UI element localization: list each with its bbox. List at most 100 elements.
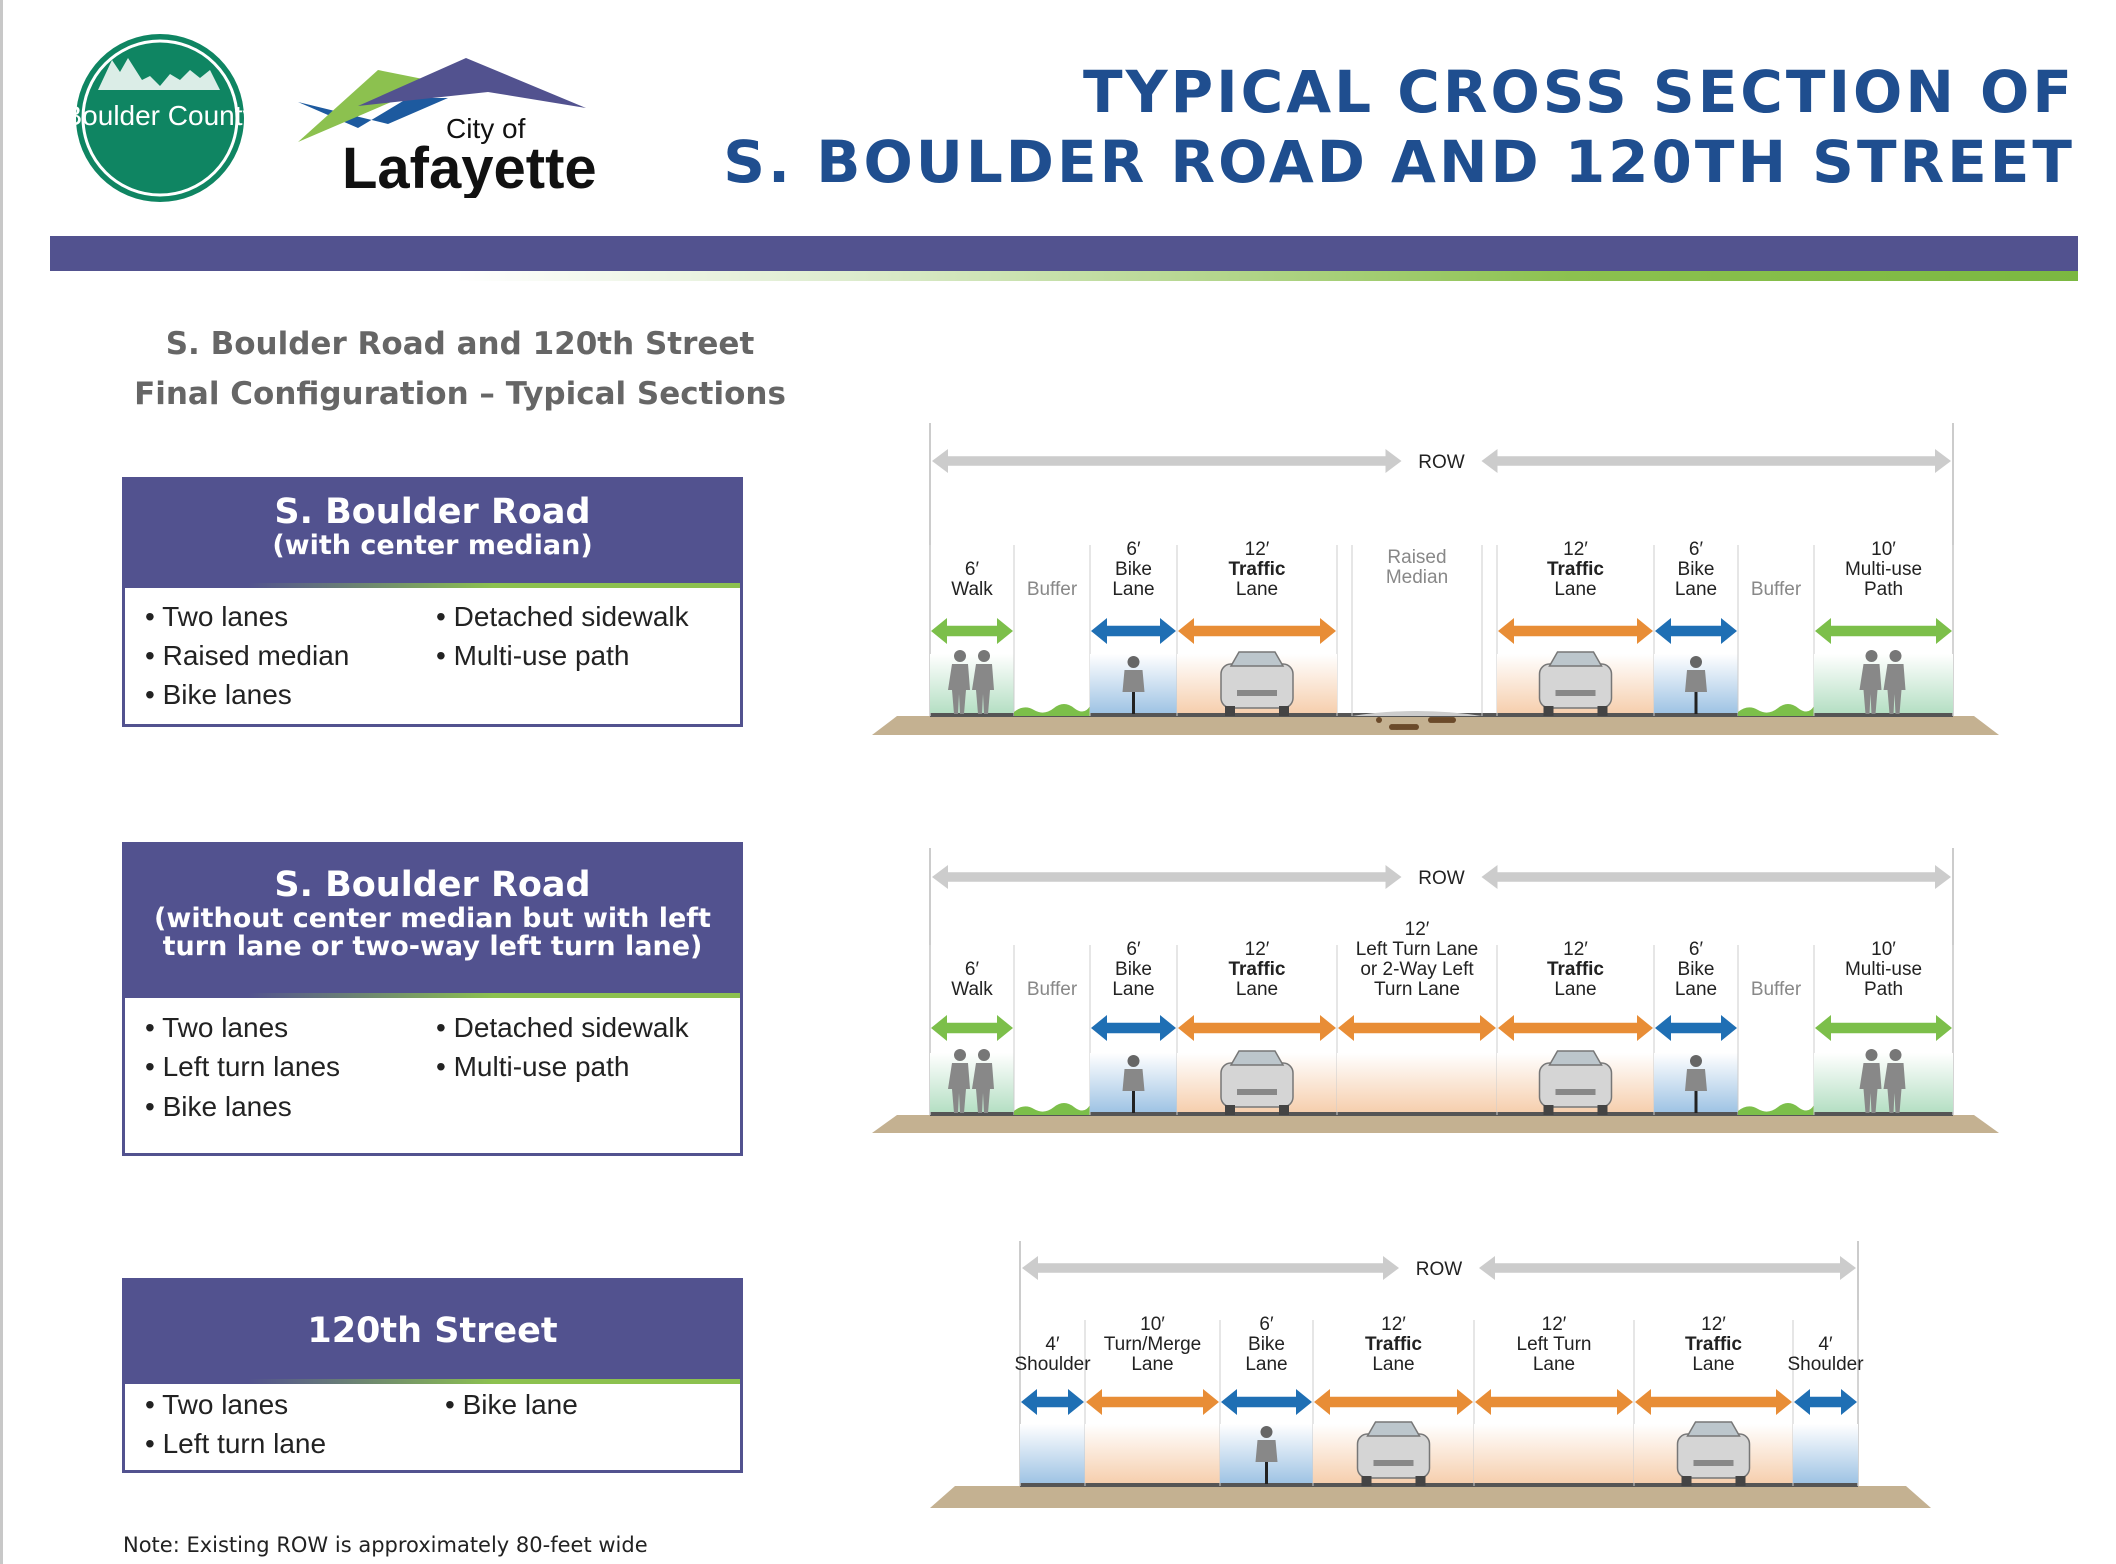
lane-name-label: Traffic	[1547, 959, 1604, 980]
cyclist-body	[1255, 1440, 1278, 1462]
subtitle-line2: Final Configuration – Typical Sections	[134, 376, 786, 412]
lane-buffer: Buffer	[1737, 945, 1815, 1115]
lane-width-label: 6′	[1689, 539, 1704, 560]
lane-width-arrow	[1021, 1389, 1084, 1415]
lane-fill	[1020, 1424, 1085, 1483]
lane-name-label: Traffic	[1228, 559, 1285, 580]
pedestrian-head	[978, 1049, 990, 1061]
cyclist-head	[1690, 1055, 1702, 1067]
car-wheel	[1225, 1105, 1235, 1115]
pedestrian-body	[1859, 1063, 1882, 1113]
lane-name-label: Lane	[1131, 1354, 1173, 1375]
car-body	[1356, 1433, 1431, 1479]
lane-name-label: Path	[1864, 979, 1903, 1000]
row-note: Note: Existing ROW is approximately 80-f…	[123, 1533, 648, 1557]
lane-name-label: Lane	[1112, 979, 1154, 1000]
lane-fill	[930, 654, 1014, 713]
car-wheel	[1735, 1476, 1746, 1486]
lane-width-label: 4′	[1818, 1334, 1833, 1355]
cyclist-head	[1690, 656, 1702, 668]
car-windshield	[1548, 651, 1603, 667]
cyclist-body	[1685, 1069, 1707, 1091]
lane-width-label: 6′	[965, 959, 980, 980]
ground	[872, 1115, 1999, 1133]
row-label: ROW	[1418, 452, 1465, 473]
median-top	[1352, 711, 1482, 716]
lane-walk: 6′Walk	[929, 945, 1015, 1115]
lane-fill	[1814, 1053, 1953, 1112]
car-windshield	[1366, 1421, 1421, 1437]
car-windshield	[1548, 1050, 1603, 1066]
lane-name-label: Multi-use	[1845, 959, 1922, 980]
box-subtitle: (without center median but with left	[154, 903, 711, 934]
lane-name-label: Lane	[1533, 1354, 1575, 1375]
lane-width-label: 12′	[1542, 1314, 1567, 1335]
bullet: • Multi-use path	[436, 1051, 630, 1082]
cyclist-body	[1685, 670, 1707, 692]
row-arrow-right	[1481, 865, 1951, 889]
ground	[930, 1486, 1931, 1508]
lane-fill	[1793, 1424, 1858, 1483]
pedestrian-body	[1883, 664, 1906, 714]
lafayette-logo: City of Lafayette	[298, 58, 597, 198]
bullet: • Detached sidewalk	[436, 1012, 689, 1043]
car-wheel	[1543, 706, 1554, 716]
lane-width-arrow	[1086, 1389, 1219, 1415]
bullet: • Two lanes	[145, 601, 289, 632]
lane-width-label: 10′	[1140, 1314, 1165, 1335]
lane-width-label: 6′	[1126, 539, 1141, 560]
lane-width-label: 12′	[1701, 1314, 1726, 1335]
car-wheel	[1543, 1105, 1554, 1115]
car-grille	[1373, 1460, 1414, 1466]
lane-name-label: Lane	[1245, 1354, 1287, 1375]
lane-width-label: 12′	[1563, 539, 1588, 560]
pedestrian-head	[978, 650, 990, 662]
lane-fill	[1474, 1424, 1634, 1483]
median-rock	[1428, 717, 1434, 723]
median-rock	[1376, 717, 1382, 723]
lane-shoulder: 4′Shoulder	[1014, 1320, 1091, 1486]
box-title: S. Boulder Road	[274, 492, 591, 532]
pedestrian-head	[1889, 650, 1902, 662]
grass	[1014, 704, 1090, 716]
lane-name-label: or 2-Way Left	[1360, 959, 1474, 980]
lane-fill	[1337, 1053, 1497, 1112]
car-wheel	[1681, 1476, 1692, 1486]
lane-width-label: 12′	[1245, 939, 1270, 960]
pedestrian-head	[954, 650, 966, 662]
page-edge	[0, 0, 3, 1564]
pedestrian-body	[972, 1063, 994, 1113]
lane-buffer: Buffer	[1013, 545, 1091, 716]
road-surface	[1020, 1483, 1858, 1487]
lane-name-label: Multi-use	[1845, 559, 1922, 580]
pedestrian-body	[972, 664, 994, 714]
row-arrow-left	[932, 449, 1402, 473]
lane-name-label: Traffic	[1547, 559, 1604, 580]
cyclist-body	[1122, 1069, 1145, 1091]
lane-width-arrow	[1475, 1389, 1633, 1415]
lane-width-arrow	[1815, 1015, 1952, 1041]
bullet: • Multi-use path	[436, 640, 630, 671]
header-green-rule	[50, 271, 2078, 281]
lane-name-label: Walk	[951, 579, 993, 600]
lane-width-label: 6′	[1126, 939, 1141, 960]
lane-name-label: Bike	[1678, 959, 1715, 980]
boulder-county-logo: Boulder County	[70, 34, 250, 202]
lane-width-arrow	[1091, 1015, 1176, 1041]
lane-name-label: Traffic	[1228, 959, 1285, 980]
lane-width-label: 12′	[1563, 939, 1588, 960]
car-wheel	[1361, 1476, 1372, 1486]
lane-width-label: 12′	[1381, 1314, 1406, 1335]
lane-width-arrow	[1314, 1389, 1473, 1415]
lane-width-arrow	[1655, 1015, 1737, 1041]
box-subtitle: (with center median)	[272, 530, 593, 561]
section-box-without-median: S. Boulder Road (without center median b…	[122, 842, 743, 1156]
